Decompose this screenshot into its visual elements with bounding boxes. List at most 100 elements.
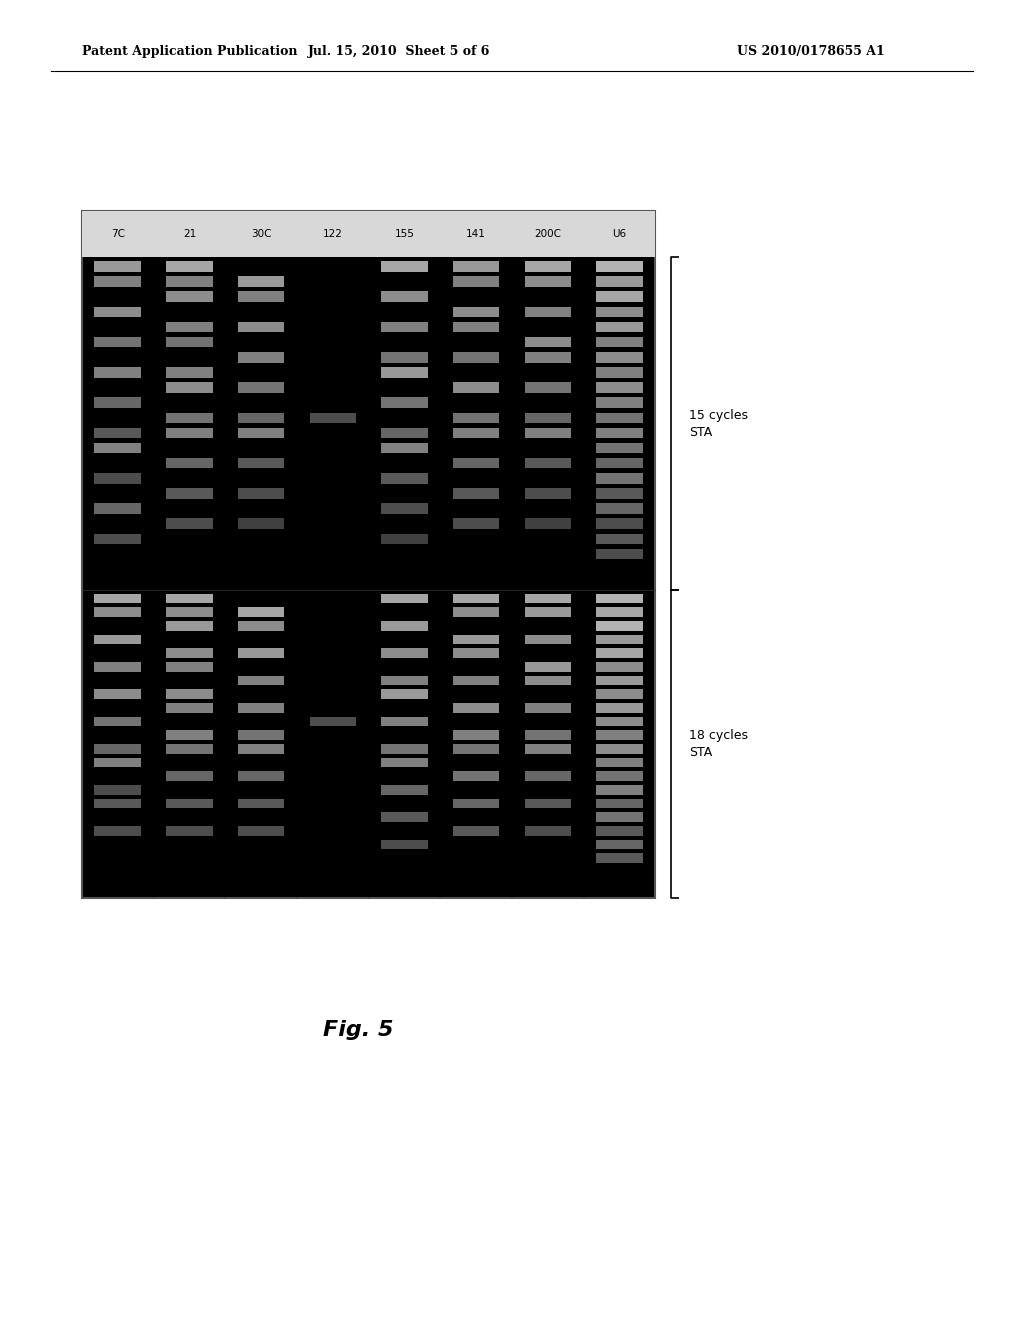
Bar: [166, 648, 213, 657]
Bar: [94, 442, 141, 453]
Bar: [381, 352, 428, 363]
Bar: [94, 367, 141, 378]
Text: 15 cycles
STA: 15 cycles STA: [689, 409, 749, 438]
Bar: [309, 413, 356, 424]
Bar: [524, 799, 571, 808]
Bar: [596, 549, 643, 560]
Bar: [94, 826, 141, 836]
Bar: [596, 352, 643, 363]
Bar: [238, 744, 285, 754]
Bar: [166, 704, 213, 713]
Bar: [596, 367, 643, 378]
Bar: [596, 730, 643, 741]
Bar: [596, 689, 643, 700]
Bar: [596, 635, 643, 644]
Bar: [238, 488, 285, 499]
Bar: [381, 676, 428, 685]
Bar: [381, 840, 428, 849]
Bar: [453, 730, 500, 741]
Text: Fig. 5: Fig. 5: [324, 1019, 393, 1040]
Bar: [238, 648, 285, 657]
Bar: [453, 276, 500, 286]
Bar: [381, 473, 428, 483]
Bar: [166, 367, 213, 378]
Bar: [596, 533, 643, 544]
Bar: [596, 473, 643, 483]
Bar: [524, 663, 571, 672]
Bar: [596, 771, 643, 781]
Bar: [166, 771, 213, 781]
Bar: [94, 607, 141, 616]
Bar: [453, 648, 500, 657]
Bar: [596, 607, 643, 616]
Bar: [166, 663, 213, 672]
Bar: [453, 519, 500, 529]
Bar: [94, 503, 141, 513]
Bar: [381, 322, 428, 333]
Bar: [596, 840, 643, 849]
Bar: [166, 383, 213, 393]
Bar: [166, 276, 213, 286]
Bar: [94, 337, 141, 347]
Bar: [238, 620, 285, 631]
Bar: [524, 413, 571, 424]
Bar: [82, 211, 655, 898]
Bar: [596, 648, 643, 657]
Bar: [166, 261, 213, 272]
Bar: [524, 428, 571, 438]
Bar: [524, 337, 571, 347]
Bar: [596, 337, 643, 347]
Bar: [166, 428, 213, 438]
Bar: [453, 306, 500, 317]
Bar: [596, 812, 643, 822]
Bar: [238, 676, 285, 685]
Bar: [596, 503, 643, 513]
Bar: [238, 383, 285, 393]
Bar: [94, 785, 141, 795]
Bar: [238, 607, 285, 616]
Bar: [381, 785, 428, 795]
Bar: [381, 620, 428, 631]
Bar: [381, 397, 428, 408]
Bar: [453, 352, 500, 363]
Bar: [166, 730, 213, 741]
Bar: [596, 717, 643, 726]
Text: 141: 141: [466, 230, 486, 239]
Bar: [381, 594, 428, 603]
Bar: [94, 594, 141, 603]
Bar: [524, 676, 571, 685]
Bar: [524, 383, 571, 393]
Bar: [381, 689, 428, 700]
Bar: [453, 799, 500, 808]
Bar: [94, 428, 141, 438]
Bar: [381, 442, 428, 453]
Bar: [596, 744, 643, 754]
Bar: [524, 704, 571, 713]
Bar: [453, 744, 500, 754]
Bar: [238, 428, 285, 438]
Text: 21: 21: [183, 230, 196, 239]
Bar: [166, 322, 213, 333]
Bar: [453, 428, 500, 438]
Bar: [381, 367, 428, 378]
Bar: [596, 383, 643, 393]
Bar: [381, 261, 428, 272]
Bar: [238, 413, 285, 424]
Bar: [453, 826, 500, 836]
Bar: [453, 458, 500, 469]
Bar: [596, 826, 643, 836]
Bar: [238, 799, 285, 808]
Bar: [166, 292, 213, 302]
Bar: [381, 758, 428, 767]
Bar: [453, 676, 500, 685]
Bar: [94, 261, 141, 272]
Bar: [453, 594, 500, 603]
Bar: [166, 458, 213, 469]
Bar: [524, 771, 571, 781]
Bar: [238, 519, 285, 529]
Bar: [238, 730, 285, 741]
Bar: [453, 383, 500, 393]
Bar: [453, 607, 500, 616]
Bar: [453, 635, 500, 644]
Bar: [596, 261, 643, 272]
